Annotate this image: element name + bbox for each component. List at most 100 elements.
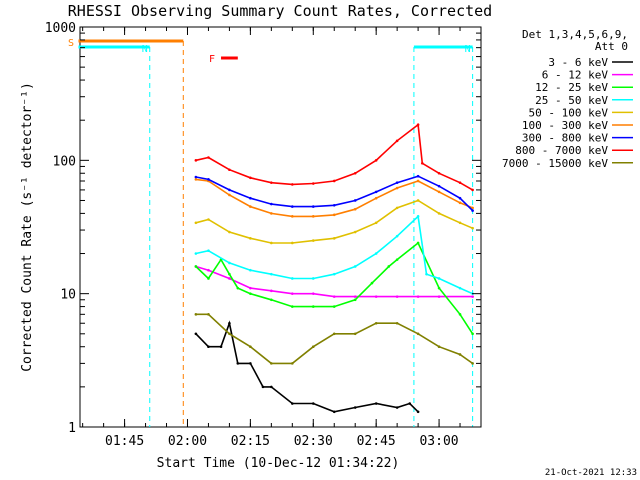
data-point xyxy=(458,221,462,225)
data-point xyxy=(207,277,210,280)
data-point xyxy=(207,249,210,253)
data-point xyxy=(416,174,420,178)
data-point xyxy=(471,295,474,298)
data-point xyxy=(291,362,294,365)
data-point xyxy=(437,184,441,188)
data-point xyxy=(395,295,399,298)
data-point xyxy=(332,272,336,276)
data-point xyxy=(228,321,231,325)
data-point xyxy=(207,218,210,221)
data-point xyxy=(437,190,441,194)
data-point xyxy=(194,332,198,336)
series-line-3 xyxy=(195,214,473,295)
data-point xyxy=(416,179,420,183)
data-point xyxy=(207,345,210,349)
data-point xyxy=(194,313,198,316)
data-point xyxy=(311,182,315,185)
flag-label-F: F xyxy=(209,54,215,65)
data-point xyxy=(420,162,424,165)
data-point xyxy=(291,215,294,218)
data-point xyxy=(353,406,357,409)
data-point xyxy=(291,241,294,245)
data-point xyxy=(270,181,273,184)
data-point xyxy=(332,213,336,217)
data-point xyxy=(471,362,474,365)
data-point xyxy=(228,332,231,336)
legend-label-4: 50 - 100 keV xyxy=(529,106,609,119)
data-point xyxy=(353,199,357,202)
data-point xyxy=(471,332,474,336)
data-point xyxy=(374,321,378,325)
data-point xyxy=(408,402,412,405)
axes-layer: 01:45 02:00 02:15 02:30 02:45 03:00 1 10 100 1000 xyxy=(45,21,482,449)
x-tick-label: 01:45 xyxy=(105,434,144,449)
data-point xyxy=(387,265,391,268)
flag-label-N: N xyxy=(465,44,471,55)
flags-layer: S N N F xyxy=(68,38,474,427)
plot-frame xyxy=(79,26,482,428)
data-point xyxy=(236,286,240,290)
data-point xyxy=(236,362,240,365)
series-line-7 xyxy=(195,123,473,191)
x-tick-label: 02:15 xyxy=(231,434,270,449)
data-point xyxy=(374,196,378,200)
data-point xyxy=(437,212,441,215)
chart-title: RHESSI Observing Summary Count Rates, Co… xyxy=(68,2,492,20)
data-point xyxy=(458,286,462,290)
data-point xyxy=(471,209,474,212)
data-point xyxy=(395,186,399,190)
y-tick-label: 1000 xyxy=(45,21,76,36)
data-point xyxy=(228,168,231,172)
data-point xyxy=(353,230,357,234)
data-point xyxy=(332,305,336,308)
data-point xyxy=(249,268,252,272)
data-point xyxy=(311,402,315,405)
data-point xyxy=(332,332,336,336)
data-point xyxy=(207,156,210,159)
data-point xyxy=(437,171,441,175)
data-point xyxy=(374,221,378,225)
data-point xyxy=(416,123,420,127)
data-point xyxy=(194,252,198,255)
series-line-4 xyxy=(195,199,473,244)
y-tick-label: 10 xyxy=(60,288,76,303)
data-point xyxy=(311,205,315,208)
data-point xyxy=(194,159,198,162)
data-point xyxy=(370,281,374,285)
data-point xyxy=(416,215,420,218)
data-point xyxy=(207,313,210,316)
legend-label-6: 300 - 800 keV xyxy=(522,132,608,145)
series-line-0 xyxy=(195,320,419,413)
data-point xyxy=(332,410,336,414)
data-point xyxy=(249,362,252,365)
data-point xyxy=(416,410,420,414)
data-point xyxy=(270,241,273,245)
data-point xyxy=(228,230,231,234)
data-point xyxy=(395,258,399,261)
data-point xyxy=(395,321,399,325)
data-point xyxy=(353,332,357,336)
data-point xyxy=(353,171,357,175)
data-point xyxy=(270,298,273,302)
detector-info-line: Det 1,3,4,5,6,9, xyxy=(522,28,628,41)
data-point xyxy=(291,402,294,405)
data-point xyxy=(228,277,231,280)
flag-label-N: N xyxy=(142,44,148,55)
data-point xyxy=(311,239,315,242)
legend-label-7: 800 - 7000 keV xyxy=(515,144,608,157)
data-point xyxy=(249,205,252,208)
data-point xyxy=(291,205,294,208)
data-point xyxy=(471,226,474,230)
data-point xyxy=(270,212,273,215)
data-point xyxy=(291,183,294,186)
data-point xyxy=(332,237,336,240)
data-point xyxy=(395,406,399,409)
x-tick-label: 02:00 xyxy=(168,434,207,449)
data-point xyxy=(374,402,378,405)
x-tick-label: 02:45 xyxy=(357,434,396,449)
legend-label-8: 7000 - 15000 keV xyxy=(502,157,608,170)
legend-label-3: 25 - 50 keV xyxy=(535,94,608,107)
data-point xyxy=(458,353,462,356)
data-point xyxy=(353,265,357,268)
data-point xyxy=(311,292,315,295)
